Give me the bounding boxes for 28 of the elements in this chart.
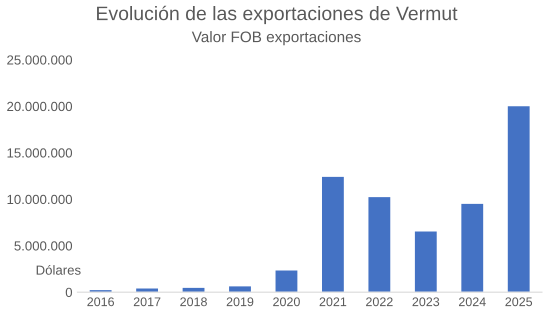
x-tick-label: 2016: [87, 297, 114, 306]
bar: [134, 287, 160, 292]
y-axis-title: Dólares: [36, 264, 81, 275]
x-tick-label: 2019: [226, 297, 254, 306]
x-tick-label: 2025: [505, 297, 532, 306]
chart-subtitle: Valor FOB exportaciones: [192, 31, 361, 46]
x-tick-label: 2023: [412, 297, 440, 306]
bar: [506, 104, 532, 292]
x-tick-label: 2018: [180, 297, 207, 306]
x-tick-label: 2024: [458, 297, 486, 306]
y-tick-label: 10.000.000: [8, 194, 72, 204]
x-tick-label: 2022: [366, 297, 393, 306]
y-tick-label: 25.000.000: [7, 55, 72, 65]
y-tick-label: 15.000.000: [8, 148, 72, 158]
bar: [274, 269, 299, 292]
y-tick-label: 0: [66, 288, 72, 298]
y-tick-label: 20.000.000: [7, 102, 72, 112]
bar: [414, 230, 438, 292]
bar: [460, 202, 485, 292]
y-tick-label: 5.000.000: [14, 241, 72, 251]
bar: [181, 286, 206, 292]
x-tick-label: 2021: [320, 297, 346, 306]
bar: [320, 175, 346, 292]
bar: [367, 196, 392, 292]
x-tick-label: 2020: [273, 297, 300, 306]
bar: [228, 284, 252, 292]
x-tick-label: 2017: [134, 297, 160, 306]
chart-title: Evolución de las exportaciones de Vermut: [97, 6, 458, 24]
